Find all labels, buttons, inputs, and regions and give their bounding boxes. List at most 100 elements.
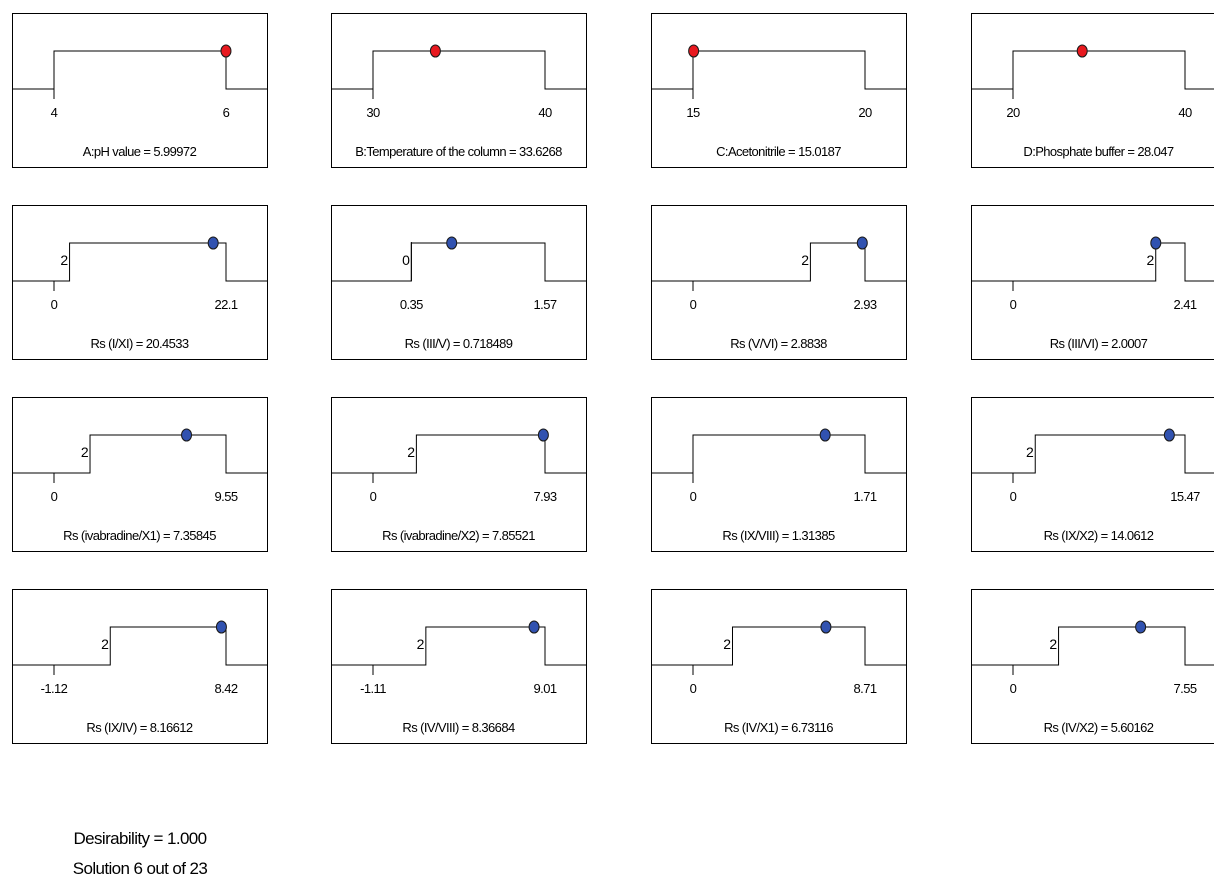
- panel-caption: C:Acetonitrile = 15.0187: [716, 144, 841, 159]
- panel-caption: Rs (III/VI) = 2.0007: [1050, 336, 1148, 351]
- value-marker: [1135, 620, 1147, 634]
- upper-label: 6: [223, 105, 230, 120]
- panel-caption: A:pH value = 5.99972: [83, 144, 197, 159]
- target-label: 2: [723, 636, 731, 652]
- target-label: 2: [407, 444, 415, 460]
- value-marker: [446, 236, 458, 250]
- target-label: 2: [1026, 444, 1034, 460]
- ramp-line: [651, 242, 906, 282]
- desirability-label: Desirability = 1.000: [73, 829, 207, 848]
- upper-label: 8.71: [854, 681, 877, 696]
- ramp-line: [651, 434, 906, 474]
- upper-label: 7.55: [1174, 681, 1197, 696]
- upper-label: 9.01: [534, 681, 557, 696]
- ramp-panel-6: 0.35 0 1.57 Rs (III/V) = 0.718489: [331, 205, 587, 360]
- lower-label: -1.11: [360, 681, 386, 696]
- value-marker: [1076, 44, 1088, 58]
- ramp-panel-15: 2 0 8.71 Rs (IV/X1) = 6.73116: [651, 589, 907, 744]
- ramp-line: [651, 626, 906, 666]
- target-label: 2: [417, 636, 425, 652]
- value-marker: [220, 44, 232, 58]
- panel-caption: Rs (III/V) = 0.718489: [405, 336, 513, 351]
- upper-label: 40: [538, 105, 552, 120]
- target-label: 2: [101, 636, 109, 652]
- ramp-line: [971, 434, 1214, 474]
- ramp-line: [331, 626, 586, 666]
- panel-caption: B:Temperature of the column = 33.6268: [355, 144, 562, 159]
- panel-frame: [331, 205, 587, 360]
- lower-label: 0: [1010, 297, 1017, 312]
- lower-label: 0: [1010, 489, 1017, 504]
- panel-caption: Rs (ivabradine/X2) = 7.85521: [382, 528, 535, 543]
- upper-label: 40: [1178, 105, 1192, 120]
- panel-frame: [331, 589, 587, 744]
- panel-caption: Rs (IX/IV) = 8.16612: [86, 720, 193, 735]
- ramp-panel-16: 2 0 7.55 Rs (IV/X2) = 5.60162: [971, 589, 1214, 744]
- ramp-panel-4: 20 40 D:Phosphate buffer = 28.047: [971, 13, 1214, 168]
- upper-label: 8.42: [215, 681, 238, 696]
- ramp-line: [331, 50, 586, 90]
- value-marker: [528, 620, 540, 634]
- value-marker: [181, 428, 193, 442]
- ramp-panel-1: 4 6 A:pH value = 5.99972: [12, 13, 268, 168]
- upper-label: 22.1: [215, 297, 238, 312]
- upper-label: 2.93: [854, 297, 877, 312]
- value-marker: [688, 44, 700, 58]
- ramp-line: [331, 434, 586, 474]
- value-marker: [819, 428, 831, 442]
- value-marker: [1163, 428, 1175, 442]
- value-marker: [537, 428, 549, 442]
- panel-caption: Rs (IV/X1) = 6.73116: [724, 720, 833, 735]
- lower-label: 15: [686, 105, 700, 120]
- ramp-line: [971, 626, 1214, 666]
- panel-frame: [651, 13, 907, 168]
- lower-label: 20: [1006, 105, 1020, 120]
- upper-label: 1.71: [854, 489, 877, 504]
- panel-frame: [12, 13, 268, 168]
- lower-label: -1.12: [41, 681, 68, 696]
- value-marker: [820, 620, 832, 634]
- panel-frame: [971, 13, 1214, 168]
- lower-label: 0: [370, 489, 377, 504]
- lower-label: 0: [51, 297, 58, 312]
- value-marker: [856, 236, 868, 250]
- lower-label: 0: [51, 489, 58, 504]
- value-marker: [1150, 236, 1162, 250]
- target-label: 2: [60, 252, 68, 268]
- panel-frame: [651, 589, 907, 744]
- panel-frame: [12, 205, 268, 360]
- ramp-panel-2: 30 40 B:Temperature of the column = 33.626…: [331, 13, 587, 168]
- target-label: 2: [801, 252, 809, 268]
- upper-label: 20: [858, 105, 872, 120]
- ramp-panel-11: 0 1.71 Rs (IX/VIII) = 1.31385: [651, 397, 907, 552]
- ramp-line: [12, 626, 267, 666]
- panel-frame: [971, 397, 1214, 552]
- ramp-line: [12, 434, 267, 474]
- mid-tick-label: 0.35: [400, 297, 423, 312]
- ramp-panel-9: 2 0 9.55 Rs (ivabradine/X1) = 7.35845: [12, 397, 268, 552]
- target-label: 0: [402, 252, 410, 268]
- value-marker: [429, 44, 441, 58]
- panel-caption: Rs (IX/X2) = 14.0612: [1044, 528, 1154, 543]
- ramp-panel-12: 2 0 15.47 Rs (IX/X2) = 14.0612: [971, 397, 1214, 552]
- upper-label: 15.47: [1170, 489, 1200, 504]
- ramp-line: [12, 242, 267, 282]
- ramp-panel-5: 2 0 22.1 Rs (I/XI) = 20.4533: [12, 205, 268, 360]
- ramp-panel-14: 2 -1.11 9.01 Rs (IV/VIII) = 8.36684: [331, 589, 587, 744]
- lower-label: 0: [690, 297, 697, 312]
- panel-caption: D:Phosphate buffer = 28.047: [1023, 144, 1174, 159]
- panel-frame: [971, 205, 1214, 360]
- ramp-line: [12, 50, 267, 90]
- lower-label: 0: [1010, 681, 1017, 696]
- panel-caption: Rs (IV/VIII) = 8.36684: [402, 720, 515, 735]
- panel-frame: [12, 397, 268, 552]
- upper-label: 1.57: [534, 297, 557, 312]
- ramp-panel-10: 2 0 7.93 Rs (ivabradine/X2) = 7.85521: [331, 397, 587, 552]
- upper-label: 9.55: [215, 489, 238, 504]
- ramp-line: [331, 242, 586, 282]
- value-marker: [215, 620, 227, 634]
- panel-frame: [331, 397, 587, 552]
- ramp-panel-3: 15 20 C:Acetonitrile = 15.0187: [651, 13, 907, 168]
- panel-caption: Rs (IX/VIII) = 1.31385: [722, 528, 835, 543]
